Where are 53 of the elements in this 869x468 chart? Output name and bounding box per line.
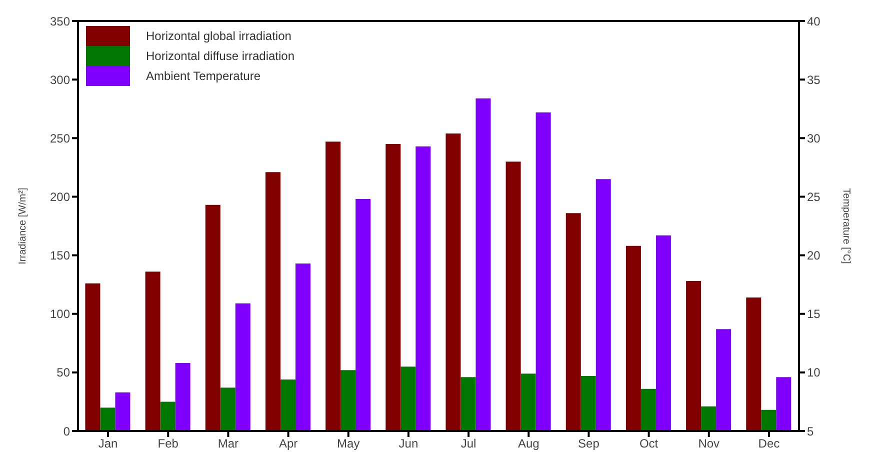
y-tick-label: 250: [50, 131, 70, 146]
y-tick-label: 150: [50, 248, 70, 263]
y2-tick-label: 5: [807, 424, 814, 438]
bar: [265, 172, 280, 431]
x-tick-label: May: [337, 436, 360, 451]
x-tick-label: Mar: [218, 436, 239, 451]
y-tick-label: 100: [50, 307, 70, 322]
x-tick-label: Aug: [518, 436, 540, 451]
bar: [446, 133, 461, 431]
bar: [280, 379, 296, 431]
bar: [506, 162, 521, 431]
bar: [640, 388, 656, 431]
x-tick-label: Jul: [460, 436, 476, 451]
bar: [145, 272, 160, 431]
x-tick-label: Apr: [278, 436, 298, 451]
bar: [686, 281, 702, 431]
y2-tick-label: 30: [807, 131, 821, 146]
legend-label: Horizontal diffuse irradiation: [146, 49, 295, 63]
bar: [460, 377, 476, 431]
x-tick-label: Feb: [158, 436, 179, 451]
bar: [580, 376, 596, 431]
legend-label: Horizontal global irradiation: [146, 29, 292, 43]
bar: [520, 374, 536, 431]
y2-tick-label: 35: [807, 72, 821, 87]
bar: [400, 366, 416, 431]
x-tick-label: Sep: [578, 436, 600, 451]
bar: [340, 370, 356, 431]
bar: [386, 144, 401, 431]
x-tick-label: Dec: [758, 436, 780, 451]
y2-tick-label: 10: [807, 366, 821, 380]
legend-label: Ambient Temperature: [146, 69, 261, 83]
bar: [85, 283, 100, 431]
x-tick-label: Oct: [639, 436, 659, 451]
y-tick-label: 0: [63, 424, 70, 438]
y2-tick-label: 25: [807, 190, 821, 204]
y2-tick-label: 40: [807, 14, 821, 28]
x-tick-label: Nov: [698, 436, 720, 451]
y2-tick-label: 15: [807, 307, 821, 322]
y-tick-label: 50: [56, 366, 70, 380]
bar: [326, 142, 341, 431]
y-tick-label: 300: [50, 72, 70, 87]
y2-axis-title: Temperature [°C]: [840, 188, 852, 264]
x-tick-label: Jan: [98, 436, 118, 451]
bar: [566, 213, 581, 431]
bar: [746, 297, 762, 431]
y2-tick-label: 20: [807, 248, 821, 263]
bar: [205, 204, 220, 431]
bar: [701, 406, 716, 431]
bar: [626, 246, 641, 431]
y-tick-label: 350: [50, 14, 70, 28]
y-axis-title: Irradiance [W/m²]: [18, 187, 29, 264]
x-tick-label: Jun: [398, 436, 418, 451]
y-tick-label: 200: [50, 190, 70, 204]
